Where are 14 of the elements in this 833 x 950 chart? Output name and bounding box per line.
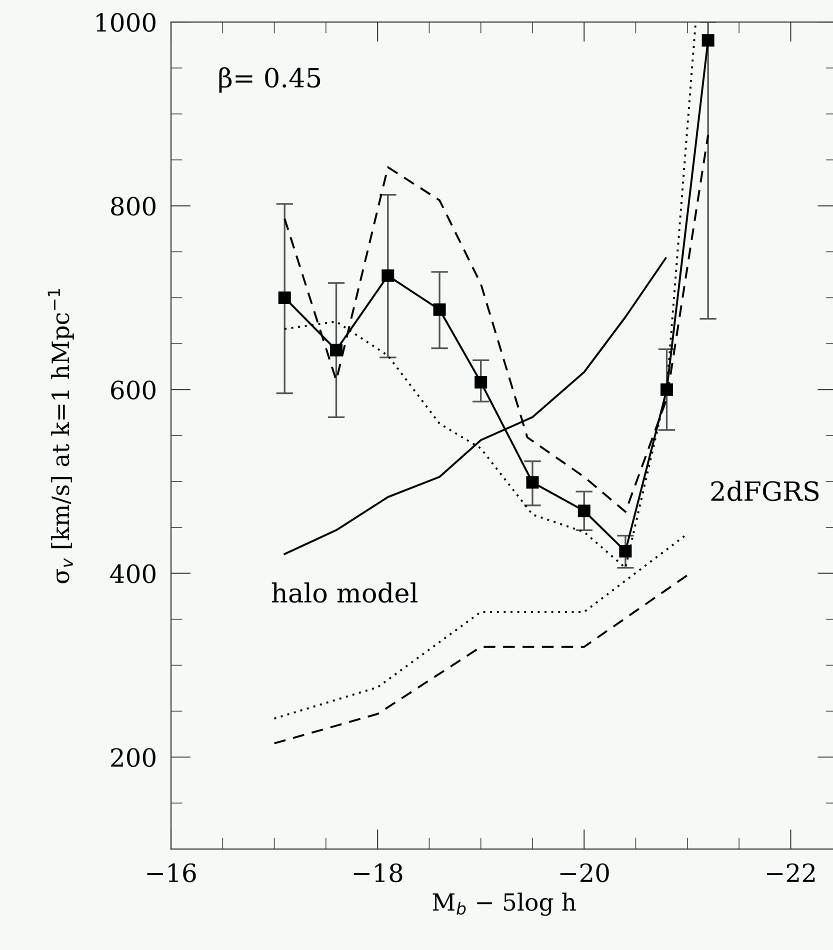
x-tick-label: −16 (147, 863, 196, 882)
annotation: 2dFGRS (711, 480, 819, 502)
annotation: halo model (272, 582, 418, 603)
y-tick-label: 600 (111, 380, 156, 400)
y-tick-label: 800 (111, 196, 156, 216)
y-axis-title: σ$_{v}$ [km/s] at k=1 hMpc$^{−1}$ (48, 288, 74, 584)
x-tick-label: −22 (766, 863, 815, 882)
annotation: β= 0.45 (219, 67, 320, 93)
x-tick-label: −18 (354, 863, 402, 882)
x-tick-label: −20 (560, 863, 609, 882)
y-tick-label: 1000 (96, 12, 156, 32)
y-tick-label: 200 (111, 748, 156, 767)
y-tick-label: 400 (110, 564, 156, 584)
x-axis-title: M$_{b}$ − 5log h (432, 892, 576, 916)
